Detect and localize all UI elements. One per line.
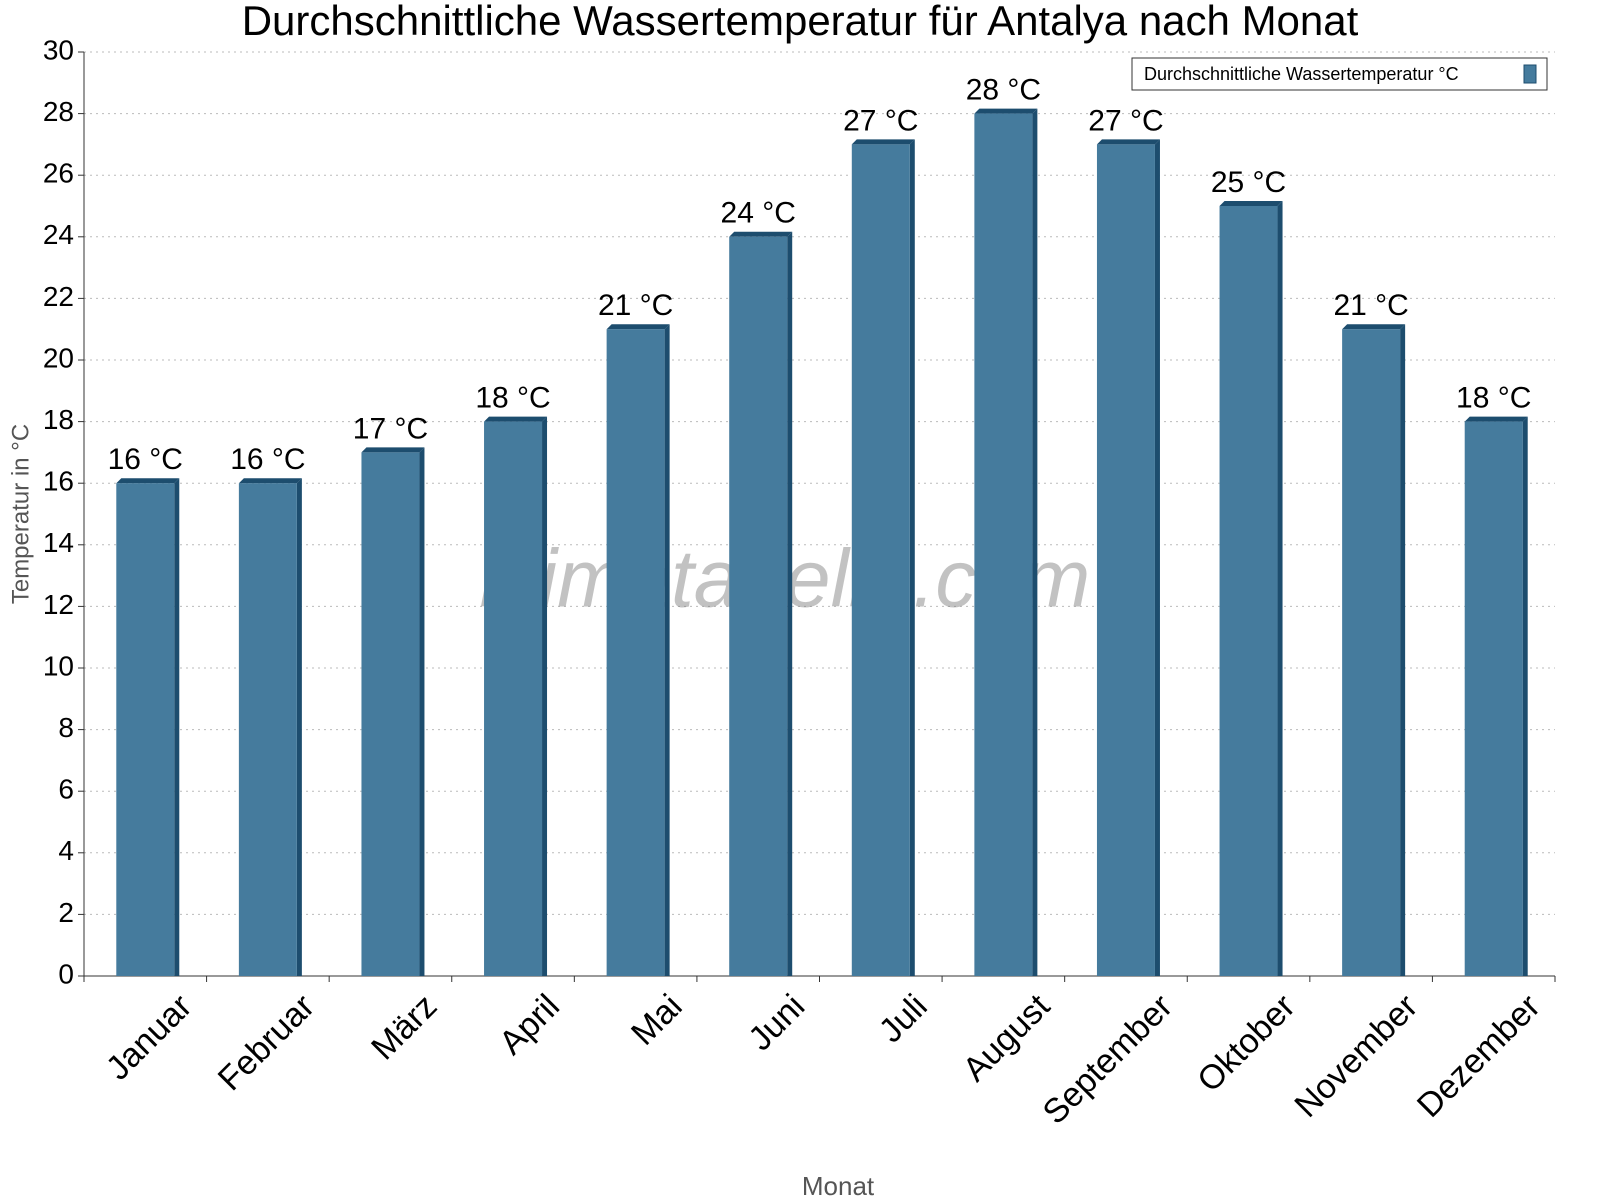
x-tick-label: Dezember bbox=[1410, 987, 1548, 1125]
bar-side bbox=[664, 324, 670, 976]
bar-top bbox=[1096, 139, 1160, 145]
x-tick-label: August bbox=[956, 987, 1058, 1089]
bar-side bbox=[1154, 139, 1160, 976]
x-tick-label: Oktober bbox=[1190, 987, 1302, 1099]
legend-label: Durchschnittliche Wassertemperatur °C bbox=[1144, 64, 1459, 84]
bar bbox=[484, 421, 543, 977]
x-tick-label: Juni bbox=[741, 987, 812, 1058]
data-label: 18 °C bbox=[475, 382, 550, 415]
x-axis-label: Monat bbox=[802, 1171, 875, 1200]
x-tick-label: März bbox=[364, 987, 444, 1067]
y-tick-label: 24 bbox=[43, 219, 74, 250]
y-tick-label: 2 bbox=[58, 897, 74, 928]
data-label: 16 °C bbox=[108, 443, 183, 476]
bar bbox=[238, 483, 297, 976]
x-tick-label: Juli bbox=[872, 987, 935, 1050]
x-tick-label: September bbox=[1035, 987, 1179, 1131]
y-tick-label: 20 bbox=[43, 342, 74, 373]
bar-top bbox=[484, 416, 548, 422]
y-tick-label: 26 bbox=[43, 158, 74, 189]
bar bbox=[974, 113, 1033, 977]
bar bbox=[606, 329, 665, 976]
y-tick-label: 14 bbox=[43, 527, 74, 558]
bar-side bbox=[419, 447, 425, 976]
bar-top bbox=[1464, 416, 1528, 422]
bar-top bbox=[729, 231, 793, 237]
bar bbox=[1219, 206, 1278, 976]
bar-top bbox=[361, 447, 425, 453]
x-tick-label: April bbox=[492, 987, 567, 1062]
bar bbox=[729, 236, 788, 977]
data-label: 21 °C bbox=[1333, 289, 1408, 322]
y-tick-label: 16 bbox=[43, 466, 74, 497]
bar bbox=[851, 144, 910, 976]
data-label: 27 °C bbox=[1088, 104, 1163, 137]
x-tick-label: Januar bbox=[99, 987, 199, 1087]
data-label: 17 °C bbox=[353, 412, 428, 445]
y-tick-label: 28 bbox=[43, 96, 74, 127]
y-tick-label: 10 bbox=[43, 650, 74, 681]
bar-side bbox=[174, 478, 180, 976]
bar bbox=[1464, 421, 1523, 977]
bar-side bbox=[1400, 324, 1406, 976]
bar-top bbox=[851, 139, 915, 145]
x-tick-label: Mai bbox=[624, 987, 690, 1053]
bar-side bbox=[296, 478, 302, 976]
bar-side bbox=[1522, 416, 1528, 977]
bar bbox=[361, 452, 420, 976]
legend-box bbox=[1131, 57, 1548, 91]
bar-top bbox=[238, 478, 302, 484]
bar bbox=[116, 483, 175, 976]
x-tick-label: November bbox=[1287, 987, 1425, 1125]
bar-top bbox=[116, 478, 180, 484]
y-tick-label: 4 bbox=[58, 835, 74, 866]
y-tick-label: 30 bbox=[43, 34, 74, 65]
bar-side bbox=[1277, 201, 1283, 976]
data-label: 27 °C bbox=[843, 104, 918, 137]
bar-side bbox=[909, 139, 915, 976]
y-tick-label: 22 bbox=[43, 281, 74, 312]
bar-side bbox=[787, 231, 793, 977]
bar-top bbox=[974, 108, 1038, 114]
y-tick-label: 0 bbox=[58, 958, 74, 989]
y-tick-label: 8 bbox=[58, 712, 74, 743]
data-label: 25 °C bbox=[1211, 166, 1286, 199]
bar-top bbox=[1219, 201, 1283, 206]
bar bbox=[1342, 329, 1401, 976]
y-tick-label: 6 bbox=[58, 774, 74, 805]
data-label: 18 °C bbox=[1456, 382, 1531, 415]
x-tick-label: Februar bbox=[211, 987, 322, 1098]
bar-side bbox=[542, 416, 548, 977]
data-label: 28 °C bbox=[966, 74, 1041, 107]
legend-swatch bbox=[1523, 64, 1537, 84]
bar-side bbox=[1032, 108, 1038, 977]
chart-title: Durchschnittliche Wassertemperatur für A… bbox=[242, 0, 1359, 44]
bar-top bbox=[1342, 324, 1406, 330]
bar bbox=[1096, 144, 1155, 976]
y-tick-label: 18 bbox=[43, 404, 74, 435]
data-label: 21 °C bbox=[598, 289, 673, 322]
data-label: 24 °C bbox=[721, 197, 796, 230]
bar-top bbox=[606, 324, 670, 330]
y-axis-label: Temperatur in °C bbox=[7, 424, 34, 604]
y-tick-label: 12 bbox=[43, 589, 74, 620]
data-label: 16 °C bbox=[230, 443, 305, 476]
